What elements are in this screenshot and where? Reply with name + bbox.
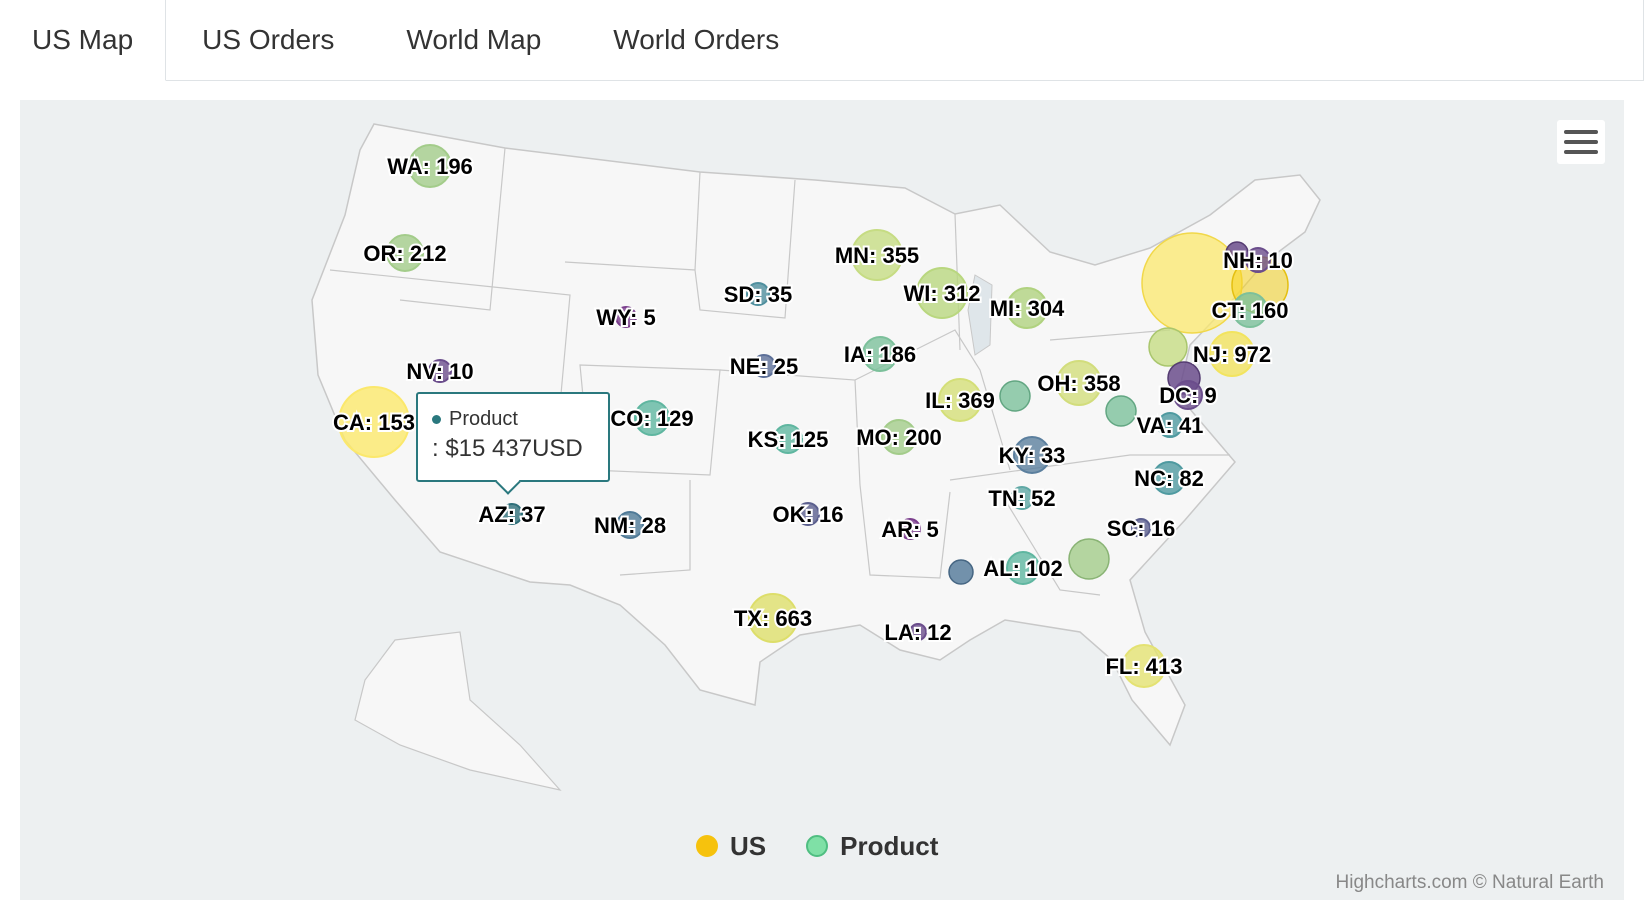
- bubble-label-ct: CT: 160: [1211, 298, 1288, 323]
- bubble-wv[interactable]: [1105, 395, 1137, 427]
- bubble-label-nm: NM: 28: [594, 513, 666, 538]
- bubble-nc[interactable]: [1152, 461, 1186, 495]
- bubble-label-ks: KS: 125: [748, 427, 829, 452]
- tab-us-map[interactable]: US Map: [0, 0, 167, 81]
- bubble-label-sc: SC: 16: [1107, 516, 1175, 541]
- us-land-shape: [311, 123, 1321, 747]
- bubble-dc[interactable]: [1173, 380, 1203, 410]
- bubble-label-ky: KY: 33: [999, 443, 1066, 468]
- alaska-shape: [354, 631, 562, 791]
- bubble-sd[interactable]: [746, 282, 770, 306]
- bubble-label-nv: NV: 10: [406, 359, 473, 384]
- bubble-label-tx: TX: 663: [734, 606, 812, 631]
- tab-us-orders[interactable]: US Orders: [202, 24, 335, 55]
- bubble-label-ne: NE: 25: [730, 354, 798, 379]
- tab-world-map[interactable]: World Map: [406, 24, 542, 55]
- bubble-ky[interactable]: [1013, 436, 1051, 474]
- hamburger-icon-line: [1564, 140, 1598, 144]
- tooltip-series-dot: [432, 415, 441, 424]
- legend-dot-product: [806, 835, 829, 857]
- bubble-label-nc: NC: 82: [1134, 466, 1204, 491]
- data-bubbles: WA: 196 OR: 212 CA: 153 NV: 10 WY: 5 AZ: 37 CO…: [331, 144, 1295, 688]
- bubble-label-nh: NH: 10: [1223, 248, 1293, 273]
- bubble-or[interactable]: [386, 234, 424, 272]
- bubble-ca[interactable]: [338, 386, 410, 458]
- bubble-ga[interactable]: [1068, 538, 1110, 580]
- bubble-il[interactable]: [938, 378, 982, 422]
- bubble-label-nj: NJ: 972: [1193, 342, 1271, 367]
- bubble-fl[interactable]: [1122, 644, 1166, 688]
- bubble-nj[interactable]: [1209, 331, 1255, 377]
- hamburger-icon-line: [1564, 130, 1598, 134]
- bubble-label-ok: OK: 16: [773, 502, 844, 527]
- bubble-nm[interactable]: [616, 511, 644, 539]
- hamburger-icon-line: [1564, 150, 1598, 154]
- bubble-az[interactable]: [501, 503, 523, 525]
- bubble-tn[interactable]: [1010, 486, 1034, 510]
- bubble-label-il: IL: 369: [925, 388, 995, 413]
- tab-world-orders[interactable]: World Orders: [613, 24, 780, 55]
- bubble-label-va: VA: 41: [1137, 413, 1204, 438]
- bubble-label-or: OR: 212: [363, 241, 446, 266]
- bubble-label-wi: WI: 312: [903, 281, 980, 306]
- bubble-al[interactable]: [1006, 551, 1040, 585]
- bubble-nv[interactable]: [428, 359, 452, 383]
- bubble-label-mi: MI: 304: [990, 296, 1065, 321]
- bubble-label-ca: CA: 153: [333, 410, 415, 435]
- bubble-sc[interactable]: [1131, 518, 1151, 538]
- tab-bar-edge: [1643, 0, 1644, 80]
- bubble-ks[interactable]: [773, 424, 803, 454]
- bubble-nh[interactable]: [1245, 247, 1271, 273]
- tooltip-series-name: Product: [449, 408, 518, 430]
- bubble-co[interactable]: [634, 400, 670, 436]
- legend-label-us: US: [730, 830, 767, 861]
- bubble-label-mo: MO: 200: [856, 425, 942, 450]
- bubble-in[interactable]: [999, 380, 1031, 412]
- bubble-label-al: AL: 102: [983, 556, 1062, 581]
- bubble-mo[interactable]: [881, 419, 917, 455]
- bubble-label-oh: OH: 358: [1037, 371, 1120, 396]
- chart-menu-button[interactable]: [1557, 120, 1605, 164]
- bubble-ms[interactable]: [948, 559, 974, 585]
- bubble-label-la: LA: 12: [884, 620, 951, 645]
- bubble-label-co: CO: 129: [610, 406, 693, 431]
- bubble-ok[interactable]: [796, 502, 820, 526]
- bubble-tx[interactable]: [748, 593, 798, 643]
- bubble-label-wa: WA: 196: [387, 154, 473, 179]
- tab-bar: US Map US Orders World Map World Orders: [0, 0, 1644, 81]
- bubble-wi[interactable]: [916, 267, 968, 319]
- great-lakes-shape: [967, 274, 993, 356]
- bubble-wa[interactable]: [408, 144, 452, 188]
- bubble-label-ia: IA: 186: [844, 342, 916, 367]
- bubble-wy[interactable]: [615, 306, 637, 328]
- legend-item-us[interactable]: US: [696, 831, 766, 862]
- chart-legend: US Product: [696, 828, 938, 864]
- bubble-ct[interactable]: [1232, 292, 1268, 328]
- bubble-ar[interactable]: [899, 518, 921, 540]
- bubble-label-mn: MN: 355: [835, 243, 919, 268]
- bubble-label-sd: SD: 35: [724, 282, 792, 307]
- bubble-label-az: AZ: 37: [478, 502, 545, 527]
- chart-tooltip: Product : $15 437USD: [416, 392, 610, 482]
- legend-label-product: Product: [840, 830, 939, 861]
- bubble-ia[interactable]: [862, 336, 898, 372]
- bubble-label-ar: AR: 5: [881, 517, 938, 542]
- bubble-mi[interactable]: [1006, 287, 1048, 329]
- legend-dot-us: [696, 835, 718, 857]
- bubble-label-wy: WY: 5: [596, 305, 655, 330]
- legend-item-product[interactable]: Product: [806, 831, 938, 862]
- bubble-la[interactable]: [909, 623, 927, 641]
- bubble-oh[interactable]: [1056, 360, 1102, 406]
- chart-credits[interactable]: Highcharts.com © Natural Earth: [1335, 872, 1605, 893]
- bubble-label-dc: DC: 9: [1159, 383, 1216, 408]
- bubble-label-tn: TN: 52: [988, 486, 1055, 511]
- tooltip-value: : $15 437USD: [432, 435, 583, 462]
- bubble-va[interactable]: [1157, 412, 1183, 438]
- bubble-pa[interactable]: [1148, 327, 1188, 367]
- bubble-mn[interactable]: [851, 229, 903, 281]
- bubble-label-fl: FL: 413: [1105, 654, 1182, 679]
- bubble-ne[interactable]: [752, 354, 776, 378]
- state-borders: [329, 147, 1230, 596]
